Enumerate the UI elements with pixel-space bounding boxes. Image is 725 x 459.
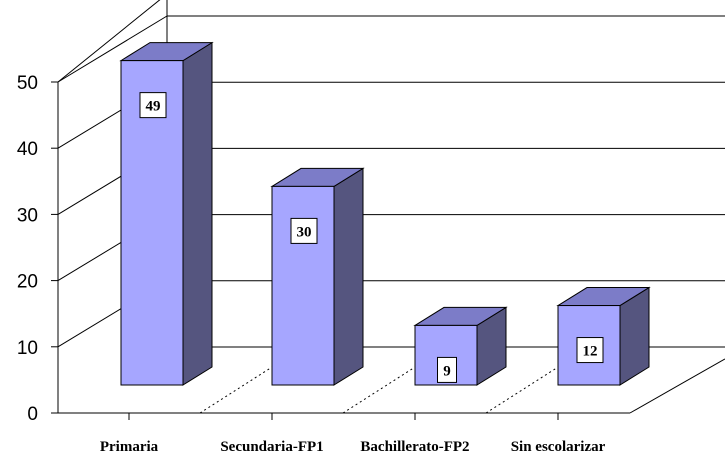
data-label-1: 30 (297, 224, 312, 240)
bar-side-0 (182, 41, 213, 386)
bar-1 (271, 185, 335, 386)
y-tick-label: 40 (17, 139, 38, 160)
data-label-box-0 (139, 92, 167, 119)
y-tick-label: 20 (17, 272, 38, 293)
x-category-label: Sin escolarizar (511, 439, 606, 455)
y-tick-label: 0 (27, 404, 38, 425)
floor-divider-2 (485, 361, 567, 414)
data-label-2: 9 (443, 363, 451, 379)
data-label-0: 49 (146, 99, 161, 115)
data-label-box-1 (290, 217, 318, 244)
floor-right-edge (629, 358, 725, 414)
x-category-label: Secundaria-FP1 (220, 439, 323, 455)
side-gridline-5 (57, 15, 168, 83)
y-tick-label: 10 (17, 338, 38, 359)
floor-divider-1 (342, 361, 424, 414)
floor-divider-0 (199, 361, 281, 414)
y-tick-label: 50 (17, 73, 38, 94)
x-category-label: Primaria (100, 439, 159, 455)
x-category-label: Bachillerato-FP2 (360, 439, 469, 455)
data-label-box-2 (437, 356, 457, 383)
bar-side-1 (333, 167, 364, 386)
data-label-3: 12 (583, 344, 598, 360)
side-wall-top (57, 0, 161, 83)
data-label-box-3 (576, 337, 604, 364)
y-tick-label: 30 (17, 205, 38, 226)
